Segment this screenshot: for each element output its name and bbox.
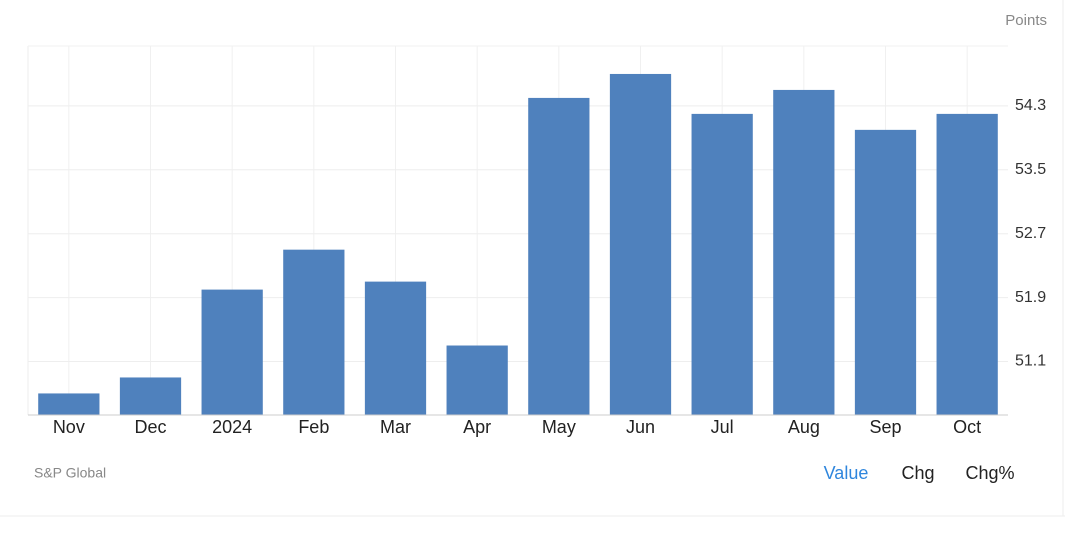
x-tick-label: Dec (134, 417, 166, 437)
bar (691, 113, 753, 415)
source: S&P Global (34, 465, 106, 481)
x-tick-label: 2024 (212, 417, 252, 437)
x-tick-label: Mar (380, 417, 411, 437)
bar (283, 249, 345, 415)
y-tick-label: 51.9 (1015, 289, 1046, 306)
x-tick-label: Apr (463, 417, 491, 437)
chg-button[interactable]: Chg (901, 463, 934, 483)
bar (38, 393, 100, 415)
x-tick-label: Jun (626, 417, 655, 437)
x-tick-label: Aug (788, 417, 820, 437)
bar (528, 97, 590, 415)
x-tick-label: May (542, 417, 576, 437)
x-tick-label: Jul (711, 417, 734, 437)
value-button[interactable]: Value (824, 463, 869, 483)
bar (201, 289, 263, 415)
y-axis-unit: Points (1005, 12, 1047, 29)
x-tick-label: Sep (869, 417, 901, 437)
bar (854, 129, 917, 415)
bar (773, 89, 835, 415)
bar (119, 377, 182, 415)
bar (936, 113, 998, 415)
bar (609, 73, 672, 416)
x-tick-label: Oct (953, 417, 981, 437)
y-tick-label: 53.5 (1015, 161, 1046, 178)
bar (364, 281, 427, 415)
x-tick-label: Nov (53, 417, 85, 437)
y-tick-label: 54.3 (1015, 97, 1046, 114)
bar (446, 345, 508, 415)
y-tick-label: 52.7 (1015, 225, 1046, 242)
x-tick-label: Feb (298, 417, 329, 437)
chg-pct-button[interactable]: Chg% (965, 463, 1014, 483)
y-tick-label: 51.1 (1015, 353, 1046, 370)
